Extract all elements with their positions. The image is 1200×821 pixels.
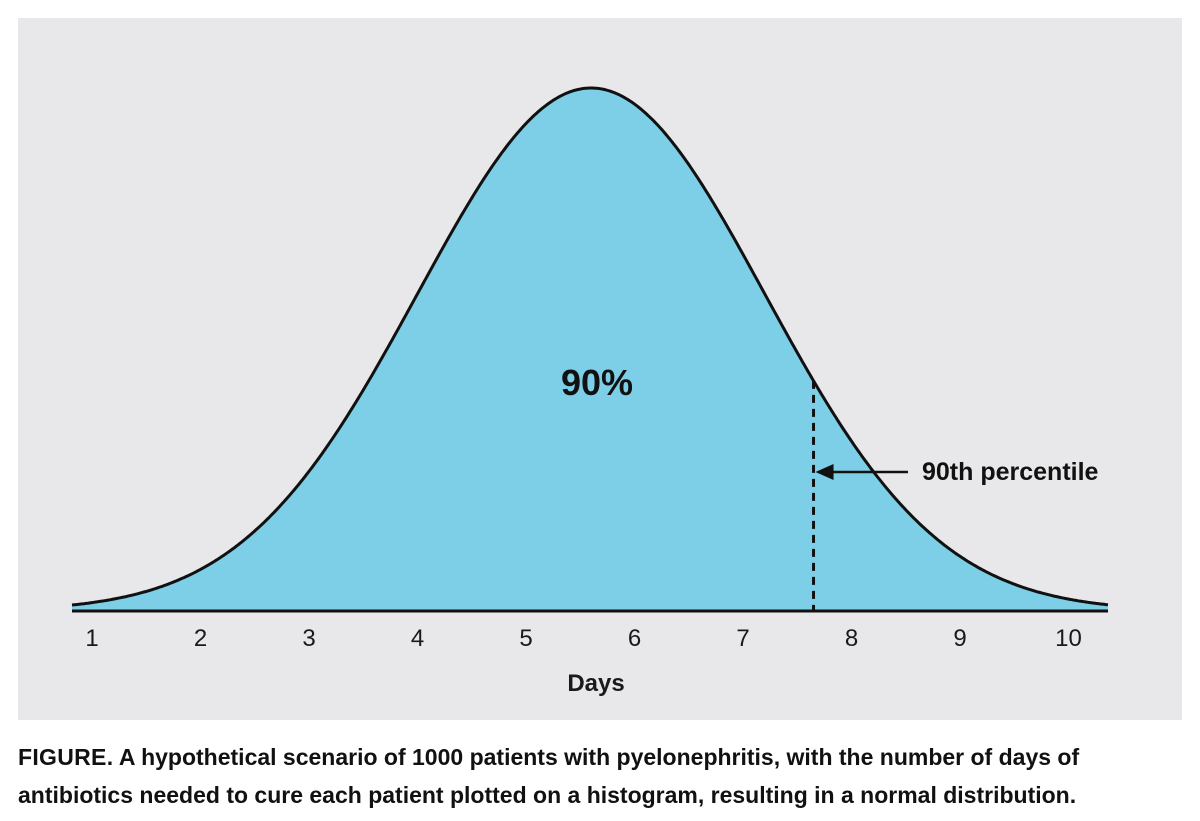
chart: 1 2 3 4 5 6 7 8 9 10 Days 90% 90th percentile xyxy=(71,86,1109,697)
curve-area xyxy=(72,88,1108,611)
x-tick-label: 6 xyxy=(628,625,641,652)
percentile-annotation: 90th percentile xyxy=(815,458,1099,486)
caption-label: FIGURE. xyxy=(18,744,114,770)
figure-caption: FIGURE. A hypothetical scenario of 1000 … xyxy=(18,738,1182,814)
x-tick-label: 1 xyxy=(85,625,98,652)
x-tick-label: 9 xyxy=(953,625,966,652)
caption-text: A hypothetical scenario of 1000 patients… xyxy=(18,744,1080,808)
x-tick-labels: 1 2 3 4 5 6 7 8 9 10 xyxy=(85,625,1082,652)
x-tick-label: 10 xyxy=(1055,625,1082,652)
x-tick-label: 2 xyxy=(194,625,207,652)
x-tick-label: 3 xyxy=(302,625,315,652)
x-tick-label: 4 xyxy=(411,625,424,652)
x-tick-label: 5 xyxy=(519,625,532,652)
x-tick-label: 7 xyxy=(736,625,749,652)
arrow-head-icon xyxy=(815,464,834,480)
curve-outline xyxy=(71,86,1109,607)
x-tick-label: 8 xyxy=(845,625,858,652)
x-axis-label: Days xyxy=(567,670,624,697)
area-percentage-label: 90% xyxy=(561,362,633,403)
percentile-annotation-label: 90th percentile xyxy=(922,458,1099,486)
